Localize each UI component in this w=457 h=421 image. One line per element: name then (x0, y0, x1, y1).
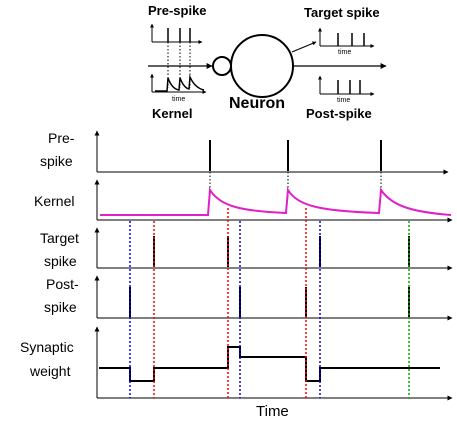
neuron-body (230, 34, 294, 98)
pre-spike-title: Pre-spike (148, 3, 207, 18)
target-spike-trace (153, 236, 410, 267)
pre-spike-trace (209, 140, 382, 171)
row-label-pre-spike-1: Pre- (48, 130, 75, 146)
row-label-target-spike-2: spike (44, 253, 77, 269)
blue-dotted-markers (129, 221, 321, 398)
mini-dotted-lines (167, 42, 191, 88)
row-label-kernel: Kernel (34, 193, 74, 209)
post-spike-title: Post-spike (306, 106, 372, 121)
row-labels: Pre- spike Kernel Target spike Post- spi… (20, 130, 79, 379)
row-label-pre-spike-2: spike (40, 153, 73, 169)
pre-to-kernel-connectors (209, 172, 382, 190)
row-label-post-spike-2: spike (44, 299, 77, 315)
mini-target-time-label: time (338, 49, 351, 56)
row-label-synaptic-weight-2: weight (29, 363, 71, 379)
row-label-synaptic-weight-1: Synaptic (20, 339, 74, 355)
row-label-target-spike-1: Target (40, 230, 79, 246)
mini-target-spike-plot: time (318, 27, 375, 56)
mini-post-spike-plot: time (318, 75, 375, 104)
kernel-title: Kernel (152, 106, 192, 121)
neuron-schematic: Pre-spike Target spike time Kernel (148, 3, 387, 121)
red-dotted-markers (153, 208, 307, 398)
mini-pre-spike-plot (150, 23, 203, 44)
x-axis-label: Time (256, 403, 289, 420)
post-spike-trace (129, 287, 410, 317)
target-spike-title: Target spike (304, 5, 380, 20)
mini-kernel-time-label: time (172, 96, 185, 103)
timeline-axes (94, 130, 453, 401)
synapse-circle (212, 56, 232, 76)
neuron-label: Neuron (229, 95, 285, 112)
target-pointer-arrow (291, 41, 317, 53)
mini-kernel-plot: time (150, 73, 207, 103)
mini-post-time-label: time (337, 97, 350, 104)
kernel-trace (100, 186, 452, 216)
synaptic-weight-trace (99, 346, 440, 382)
row-label-post-spike-1: Post- (46, 276, 79, 292)
